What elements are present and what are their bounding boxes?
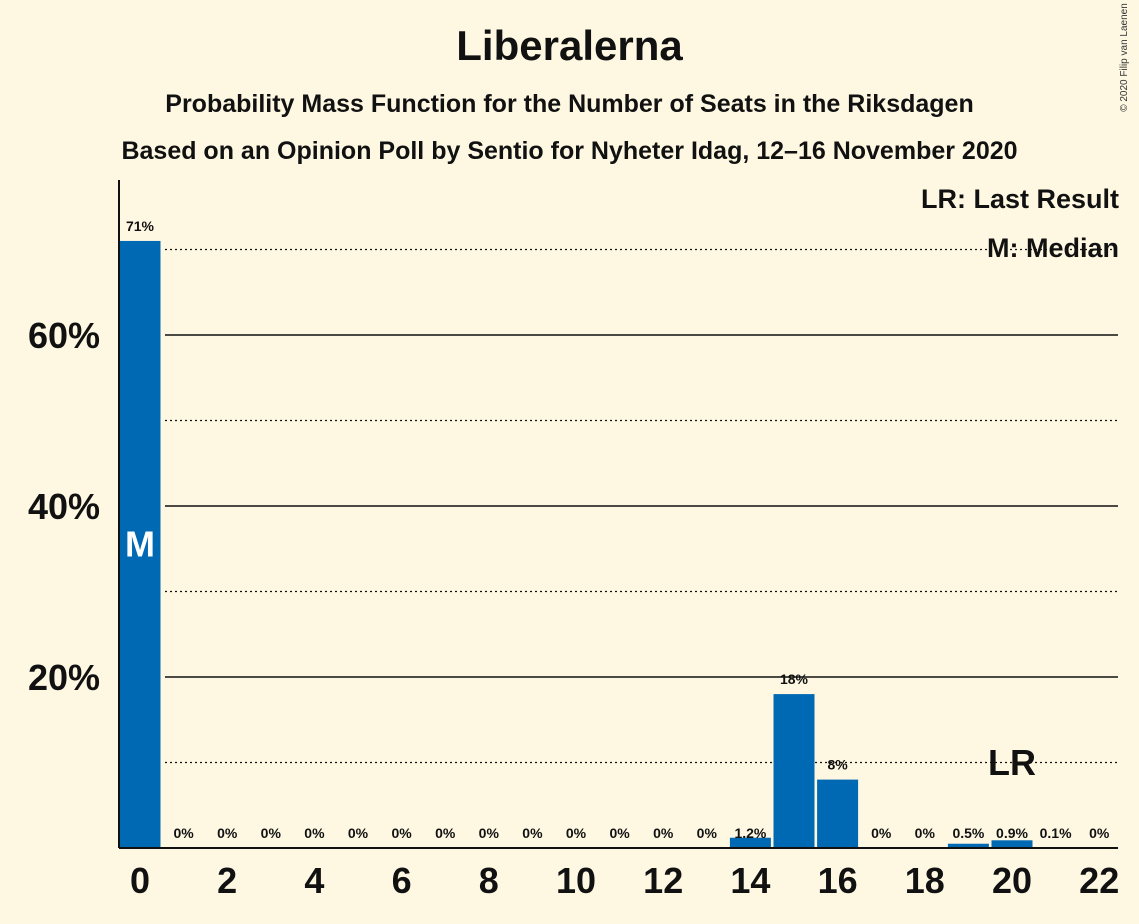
bar-value-label: 0% (435, 825, 456, 841)
x-tick-label: 0 (130, 860, 150, 901)
x-tick-label: 14 (730, 860, 770, 901)
bar-value-label: 71% (126, 218, 155, 234)
bar-value-label: 0.9% (996, 825, 1028, 841)
y-tick-label: 60% (28, 315, 100, 356)
chart-subtitle: Probability Mass Function for the Number… (165, 90, 974, 118)
bar-value-label: 0% (348, 825, 369, 841)
bar-value-label: 0% (522, 825, 543, 841)
bar (991, 840, 1033, 848)
bar-value-label: 0% (653, 825, 674, 841)
legend-last-result: LR: Last Result (920, 184, 1119, 214)
chart-title: Liberalerna (456, 22, 683, 69)
x-tick-label: 20 (992, 860, 1032, 901)
bar (119, 240, 161, 848)
bar-value-label: 8% (827, 757, 848, 773)
x-tick-label: 18 (905, 860, 945, 901)
bar (773, 694, 815, 848)
bar-value-label: 0% (871, 825, 892, 841)
x-tick-label: 8 (479, 860, 499, 901)
bar-value-label: 0% (697, 825, 718, 841)
x-tick-label: 22 (1079, 860, 1119, 901)
bar-value-label: 0% (173, 825, 194, 841)
legend-median: M: Median (987, 233, 1119, 263)
x-tick-label: 6 (392, 860, 412, 901)
bar-value-label: 0% (1089, 825, 1110, 841)
bar-value-label: 0% (915, 825, 936, 841)
bar-value-label: 0% (261, 825, 282, 841)
bar-value-label: 0% (391, 825, 412, 841)
x-tick-label: 2 (217, 860, 237, 901)
bar-value-label: 0% (304, 825, 325, 841)
x-tick-label: 10 (556, 860, 596, 901)
y-tick-label: 20% (28, 657, 100, 698)
x-tick-label: 16 (818, 860, 858, 901)
chart-subtitle-2: Based on an Opinion Poll by Sentio for N… (121, 137, 1018, 165)
bar (729, 837, 771, 848)
x-tick-label: 12 (643, 860, 683, 901)
bar-value-label: 0.1% (1040, 825, 1072, 841)
bar (947, 843, 989, 848)
last-result-marker: LR (988, 742, 1036, 783)
bar-value-label: 0% (217, 825, 238, 841)
bar-value-label: 0.5% (952, 825, 984, 841)
y-tick-label: 40% (28, 486, 100, 527)
bar-value-label: 0% (479, 825, 500, 841)
bar-value-label: 1.2% (734, 825, 766, 841)
bar-value-label: 18% (780, 671, 809, 687)
median-marker: M (125, 523, 155, 564)
bar-value-label: 0% (609, 825, 630, 841)
x-tick-label: 4 (304, 860, 324, 901)
bar (817, 779, 859, 848)
bar-value-label: 0% (566, 825, 587, 841)
